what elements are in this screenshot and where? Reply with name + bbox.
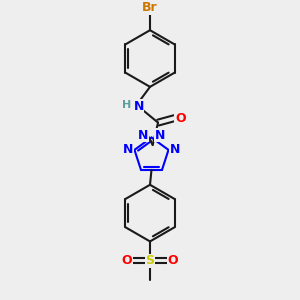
Text: O: O	[175, 112, 186, 124]
Text: N: N	[123, 143, 133, 156]
Text: N: N	[134, 100, 144, 113]
Text: O: O	[168, 254, 178, 267]
Text: Br: Br	[142, 1, 158, 14]
Text: H: H	[122, 100, 131, 110]
Text: O: O	[122, 254, 132, 267]
Text: N: N	[170, 143, 180, 156]
Text: N: N	[155, 129, 165, 142]
Text: S: S	[146, 254, 154, 267]
Text: N: N	[138, 129, 148, 142]
